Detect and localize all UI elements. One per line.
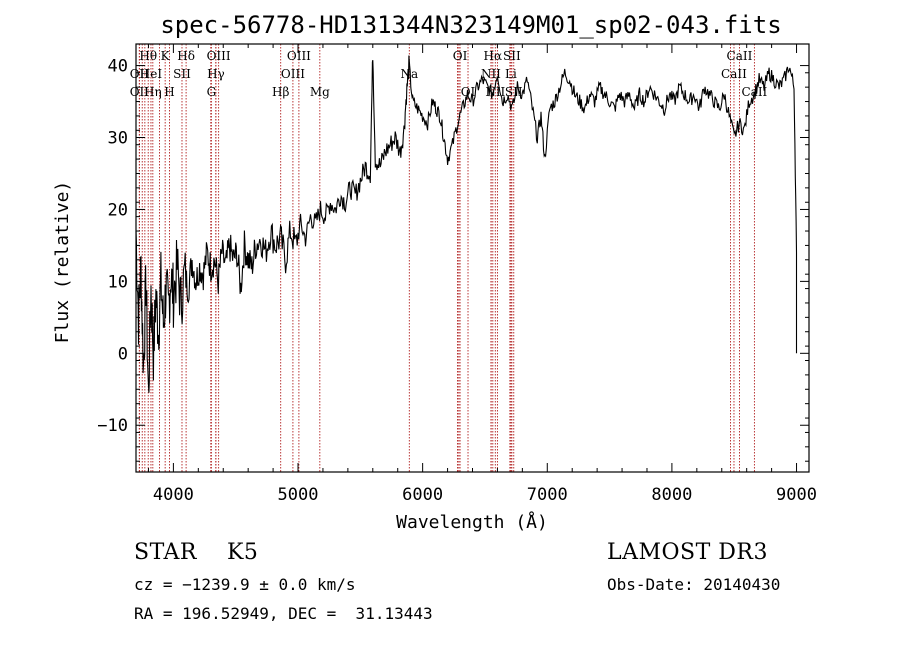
line-label-19: Hα: [484, 49, 503, 63]
line-label-22: SII: [503, 49, 521, 63]
line-label-13: OIII: [281, 67, 305, 81]
coordinates: RA = 196.52949, DEC = 31.13443: [134, 604, 433, 623]
line-label-10: Hγ: [207, 67, 225, 81]
x-axis-ticks: 4000 5000 6000 7000 8000 9000: [147, 44, 817, 505]
observation-date: Obs-Date: 20140430: [607, 575, 781, 594]
spectrum-line: [135, 55, 798, 393]
line-label-0: Hθ: [139, 49, 157, 63]
line-label-8: Hδ: [177, 49, 195, 63]
redshift-velocity: cz = −1239.9 ± 0.0 km/s: [134, 575, 356, 594]
object-class: STAR K5: [134, 540, 259, 565]
survey-name: LAMOST DR3: [607, 540, 768, 565]
x-tick-label-0: 4000: [153, 485, 194, 505]
x-tick-label-3: 7000: [527, 485, 568, 505]
y-tick-label-2: 10: [108, 272, 128, 292]
x-tick-label-4: 8000: [651, 485, 692, 505]
line-label-12: OIII: [287, 49, 311, 63]
line-label-16: Na: [400, 67, 418, 81]
y-tick-label-5: 40: [108, 57, 128, 77]
line-label-7: H: [164, 85, 174, 99]
line-label-17: OI: [453, 49, 468, 63]
chart-title: spec-56778-HD131344N323149M01_sp02-043.f…: [160, 11, 781, 39]
line-label-3: HeI: [140, 67, 163, 81]
line-label-23: Li: [505, 67, 517, 81]
line-label-1: OII: [130, 67, 150, 81]
y-tick-label-3: 20: [108, 200, 128, 220]
line-label-11: G: [207, 85, 217, 99]
x-axis-label: Wavelength (Å): [396, 511, 548, 533]
line-label-25: CaII: [727, 49, 753, 63]
line-label-20: NII: [481, 67, 501, 81]
line-label-9: OIII: [207, 49, 231, 63]
line-label-2: OII: [130, 85, 150, 99]
x-tick-label-1: 5000: [278, 485, 319, 505]
y-tick-label-4: 30: [108, 129, 128, 149]
line-label-4: Hη: [144, 85, 162, 99]
y-tick-label-0: −10: [97, 416, 128, 436]
line-label-26: CaII: [721, 67, 747, 81]
line-label-5: K: [161, 49, 171, 63]
line-label-6: SII: [173, 67, 191, 81]
x-tick-label-5: 9000: [776, 485, 817, 505]
line-label-15: Mg: [310, 85, 330, 99]
y-axis-label: Flux (relative): [52, 181, 73, 344]
line-label-14: Hβ: [272, 85, 289, 99]
y-tick-label-1: 0: [118, 344, 128, 364]
y-axis-ticks: −10 0 10 20 30 40: [97, 57, 809, 462]
x-tick-label-2: 6000: [402, 485, 443, 505]
